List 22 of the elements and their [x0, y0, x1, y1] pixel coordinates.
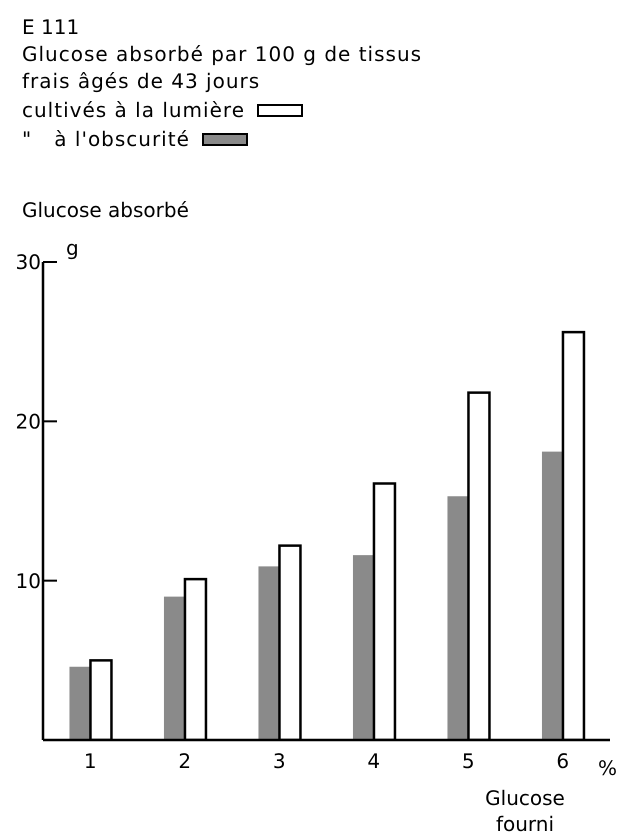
text: g [66, 236, 79, 260]
y-tick-label: 20 [16, 409, 41, 434]
text: % [598, 756, 618, 780]
x-tick-label: 1 [84, 749, 97, 774]
y-axis-title: Glucose absorbé [22, 198, 189, 222]
bar [69, 666, 90, 740]
x-tick-label: 5 [462, 749, 475, 774]
chart-title: E 111 [22, 14, 80, 41]
legend-label: " à l'obscurité [22, 126, 190, 153]
legend-label: cultivés à la lumière [22, 97, 245, 124]
bar [542, 452, 563, 740]
x-tick-label: 6 [556, 749, 570, 774]
x-axis-title: Glucose fourni [484, 785, 566, 837]
bar [258, 566, 280, 740]
bar [164, 596, 185, 740]
bar [447, 496, 468, 740]
x-tick-label: 3 [272, 749, 286, 774]
x-tick-label: 4 [367, 749, 380, 774]
x-tick-label: 2 [178, 749, 192, 774]
y-tick-label: 10 [16, 568, 41, 593]
y-tick-label: 30 [16, 250, 41, 274]
bar [352, 555, 374, 740]
